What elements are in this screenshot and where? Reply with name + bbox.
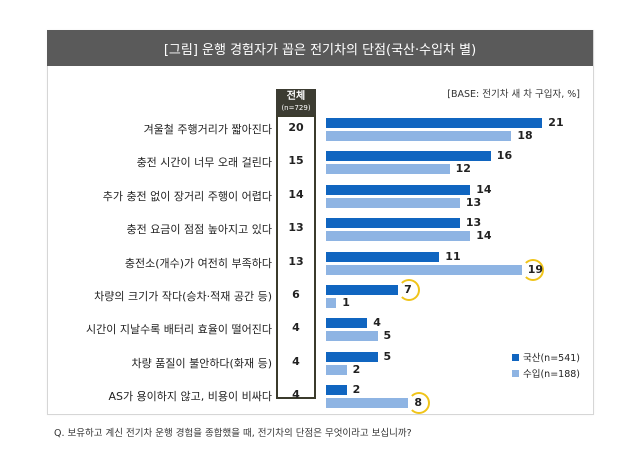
category-label: 차량의 크기가 작다(승차·적재 공간 등) bbox=[94, 290, 272, 303]
legend-item-import: 수입(n=188) bbox=[512, 365, 580, 381]
total-value: 13 bbox=[288, 221, 304, 235]
legend-item-domestic: 국산(n=541) bbox=[512, 349, 580, 365]
bar-value-domestic: 7 bbox=[404, 283, 412, 296]
category-label: 추가 충전 없이 장거리 주행이 어렵다 bbox=[102, 189, 272, 203]
total-header-label: 전체 bbox=[286, 91, 306, 102]
bar-import bbox=[326, 364, 347, 375]
bar-value-import: 2 bbox=[352, 362, 361, 376]
bar-value-import: 1 bbox=[342, 296, 350, 309]
total-column-box bbox=[276, 115, 316, 399]
highlight-circle bbox=[521, 258, 544, 281]
category-label: 충전소(개수)가 여전히 부족하다 bbox=[124, 256, 272, 270]
legend-swatch-domestic bbox=[512, 353, 519, 361]
bar-import bbox=[326, 197, 460, 208]
bar-domestic bbox=[326, 285, 399, 295]
bar-value-import: 5 bbox=[383, 329, 392, 343]
bar-value-domestic: 13 bbox=[465, 216, 482, 230]
category-label: 충전 요금이 점점 높아지고 있다 bbox=[126, 223, 272, 237]
bar-value-import: 14 bbox=[476, 229, 492, 243]
bar-value-import: 19 bbox=[527, 262, 543, 276]
bar-import bbox=[326, 331, 378, 342]
legend-label-import: 수입(n=188) bbox=[523, 369, 581, 380]
bar-value-domestic: 16 bbox=[496, 149, 513, 163]
bar-value-domestic: 4 bbox=[373, 316, 381, 330]
category-label: 차량 품질이 불안하다(화재 등) bbox=[131, 356, 272, 370]
bar-domestic bbox=[326, 385, 347, 396]
category-label: 충전 시간이 너무 오래 걸린다 bbox=[136, 156, 272, 170]
category-label: 겨울철 주행거리가 짧아진다 bbox=[143, 123, 272, 136]
bar-domestic bbox=[326, 184, 471, 195]
bar-value-import: 12 bbox=[455, 162, 471, 176]
category-label: 시간이 지날수록 배터리 효율이 떨어진다 bbox=[85, 323, 272, 337]
highlight-circle bbox=[408, 392, 431, 415]
bar-import bbox=[326, 164, 450, 175]
bar-domestic bbox=[326, 318, 368, 329]
bar-value-domestic: 14 bbox=[476, 182, 492, 196]
bar-value-domestic: 5 bbox=[383, 349, 392, 363]
bar-domestic bbox=[326, 251, 440, 262]
total-value: 13 bbox=[288, 254, 304, 268]
bar-import bbox=[326, 131, 512, 141]
total-value: 15 bbox=[288, 154, 304, 168]
legend-swatch-import bbox=[512, 369, 519, 377]
total-value: 4 bbox=[292, 321, 300, 335]
bar-value-import: 13 bbox=[465, 195, 482, 209]
total-header-n: (n=729) bbox=[281, 104, 311, 112]
bar-domestic bbox=[326, 351, 378, 362]
category-label: AS가 용이하지 않고, 비용이 비싸다 bbox=[108, 390, 272, 404]
bar-import bbox=[326, 231, 471, 242]
total-value: 4 bbox=[292, 388, 300, 402]
legend: 국산(n=541) 수입(n=188) bbox=[512, 349, 580, 381]
chart-title: [그림] 운행 경험자가 꼽은 전기차의 단점(국산·수입차 별) bbox=[47, 30, 593, 66]
bar-value-domestic: 11 bbox=[445, 249, 461, 263]
total-value: 14 bbox=[288, 187, 304, 201]
highlight-circle bbox=[398, 279, 421, 301]
bar-value-import: 8 bbox=[414, 396, 423, 410]
bar-domestic bbox=[326, 118, 543, 128]
bar-value-domestic: 21 bbox=[548, 116, 564, 129]
legend-label-domestic: 국산(n=541) bbox=[523, 353, 581, 364]
total-value: 4 bbox=[292, 354, 300, 368]
bar-value-domestic: 2 bbox=[352, 383, 361, 397]
bar-domestic bbox=[326, 151, 491, 162]
total-column-header: 전체 (n=729) bbox=[276, 89, 316, 115]
survey-question: Q. 보유하고 계신 전기차 운행 경험을 종합했을 때, 전기차의 단점은 무… bbox=[54, 428, 412, 439]
bar-value-import: 18 bbox=[517, 129, 533, 142]
total-value: 20 bbox=[288, 121, 304, 134]
base-note: [BASE: 전기차 새 차 구입자, %] bbox=[447, 89, 580, 100]
bar-domestic bbox=[326, 218, 460, 229]
chart-frame bbox=[47, 30, 594, 415]
bar-import bbox=[326, 298, 337, 308]
total-value: 6 bbox=[292, 288, 300, 301]
bar-import bbox=[326, 398, 409, 409]
bar-import bbox=[326, 264, 522, 275]
